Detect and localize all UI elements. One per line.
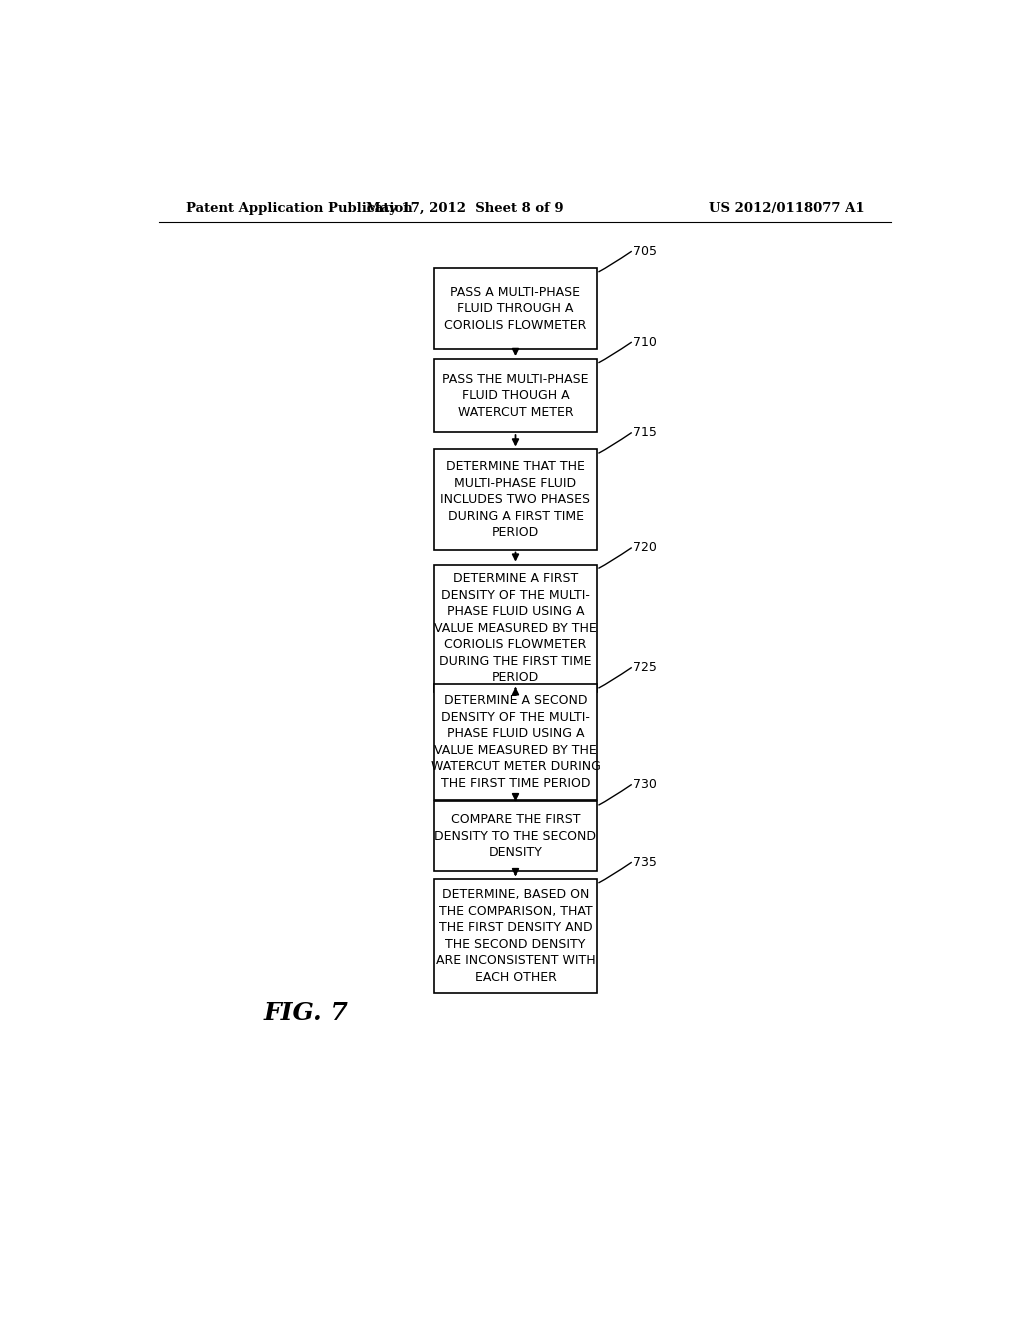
FancyBboxPatch shape [434, 565, 597, 692]
Text: 725: 725 [633, 661, 657, 675]
Text: Patent Application Publication: Patent Application Publication [186, 202, 413, 215]
Text: PASS A MULTI-PHASE
FLUID THROUGH A
CORIOLIS FLOWMETER: PASS A MULTI-PHASE FLUID THROUGH A CORIO… [444, 285, 587, 331]
Text: US 2012/0118077 A1: US 2012/0118077 A1 [709, 202, 864, 215]
Text: 710: 710 [633, 335, 657, 348]
FancyBboxPatch shape [434, 359, 597, 432]
Text: DETERMINE A FIRST
DENSITY OF THE MULTI-
PHASE FLUID USING A
VALUE MEASURED BY TH: DETERMINE A FIRST DENSITY OF THE MULTI- … [434, 572, 597, 684]
FancyBboxPatch shape [434, 684, 597, 800]
Text: 720: 720 [633, 541, 657, 554]
FancyBboxPatch shape [434, 449, 597, 549]
Text: FIG. 7: FIG. 7 [263, 1001, 348, 1026]
Text: May 17, 2012  Sheet 8 of 9: May 17, 2012 Sheet 8 of 9 [367, 202, 564, 215]
Text: DETERMINE A SECOND
DENSITY OF THE MULTI-
PHASE FLUID USING A
VALUE MEASURED BY T: DETERMINE A SECOND DENSITY OF THE MULTI-… [430, 694, 600, 789]
Text: 730: 730 [633, 777, 657, 791]
Text: 735: 735 [633, 855, 657, 869]
Text: 705: 705 [633, 244, 657, 257]
Text: COMPARE THE FIRST
DENSITY TO THE SECOND
DENSITY: COMPARE THE FIRST DENSITY TO THE SECOND … [434, 813, 597, 859]
Text: DETERMINE THAT THE
MULTI-PHASE FLUID
INCLUDES TWO PHASES
DURING A FIRST TIME
PER: DETERMINE THAT THE MULTI-PHASE FLUID INC… [440, 459, 591, 539]
Text: PASS THE MULTI-PHASE
FLUID THOUGH A
WATERCUT METER: PASS THE MULTI-PHASE FLUID THOUGH A WATE… [442, 372, 589, 418]
Text: 715: 715 [633, 426, 657, 440]
FancyBboxPatch shape [434, 801, 597, 871]
FancyBboxPatch shape [434, 268, 597, 348]
Text: DETERMINE, BASED ON
THE COMPARISON, THAT
THE FIRST DENSITY AND
THE SECOND DENSIT: DETERMINE, BASED ON THE COMPARISON, THAT… [435, 888, 595, 983]
FancyBboxPatch shape [434, 879, 597, 993]
